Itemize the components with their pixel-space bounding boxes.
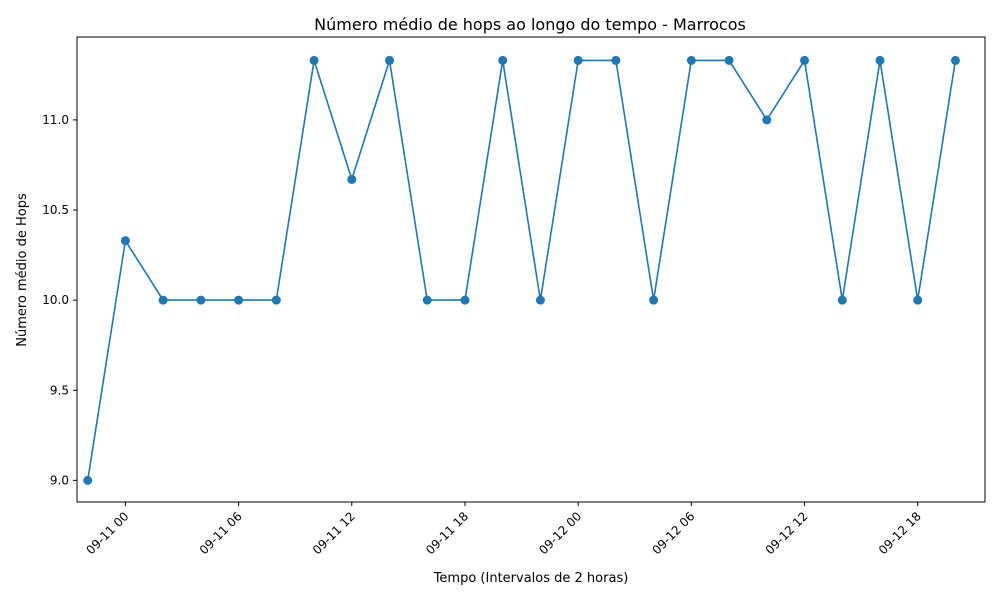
- series-line: [86, 58, 957, 481]
- x-tick-label: 09-11 12: [310, 509, 358, 557]
- data-point: [649, 295, 659, 305]
- data-point: [837, 295, 847, 305]
- x-tick-label: 09-11 18: [423, 509, 471, 557]
- data-point: [762, 115, 772, 125]
- data-point: [158, 295, 168, 305]
- data-point: [724, 55, 734, 65]
- y-tick-label: 11.0: [42, 113, 69, 127]
- x-tick-label: 09-11 06: [197, 509, 245, 557]
- x-tick-label: 09-12 00: [536, 509, 584, 557]
- data-point: [686, 55, 696, 65]
- y-tick-label: 9.0: [50, 473, 69, 487]
- data-point: [234, 295, 244, 305]
- x-tick-label: 09-12 18: [876, 509, 924, 557]
- data-point: [120, 236, 130, 246]
- x-tick-label: 09-12 06: [649, 509, 697, 557]
- axes-frame: [76, 36, 986, 503]
- data-point: [196, 295, 206, 305]
- data-point: [875, 55, 885, 65]
- y-axis-label: Número médio de Hops: [15, 193, 30, 347]
- y-tick-label: 10.0: [42, 293, 69, 307]
- data-point: [422, 295, 432, 305]
- data-point: [271, 295, 281, 305]
- data-point: [309, 55, 319, 65]
- data-point: [460, 295, 470, 305]
- data-point: [498, 55, 508, 65]
- data-point: [535, 295, 545, 305]
- data-point: [573, 55, 583, 65]
- data-point: [913, 295, 923, 305]
- data-point: [611, 55, 621, 65]
- x-tick-label: 09-12 12: [763, 509, 811, 557]
- plot-area: 9.0 9.5 10.0 10.5 11.0 09-11 00 09-11 06 09-11 …: [42, 55, 960, 557]
- x-axis-label: Tempo (Intervalos de 2 horas): [433, 571, 629, 586]
- data-point: [83, 475, 93, 485]
- chart-title: Número médio de hops ao longo do tempo -…: [314, 15, 746, 34]
- data-point: [800, 55, 810, 65]
- y-tick-label: 10.5: [42, 203, 69, 217]
- x-tick-label: 09-11 00: [83, 509, 131, 557]
- y-tick-label: 9.5: [50, 383, 69, 397]
- data-point: [347, 174, 357, 184]
- data-point: [385, 55, 395, 65]
- data-point: [950, 55, 960, 65]
